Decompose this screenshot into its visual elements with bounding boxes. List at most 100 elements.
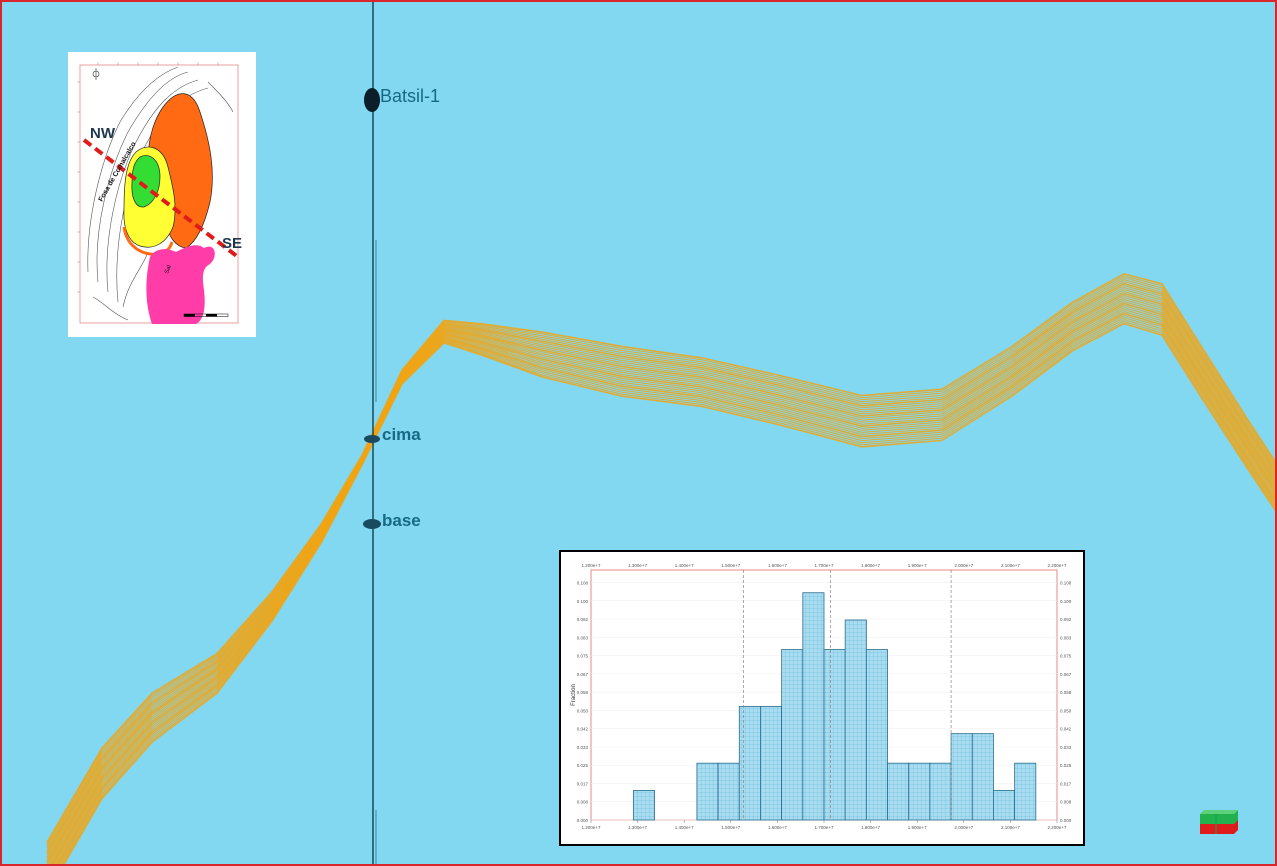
map-tick-marks [77,62,219,293]
histogram-bar [993,790,1016,821]
histogram-bar [908,762,931,821]
horizon-line [46,287,1275,857]
y-tick-label: 0.100 [577,599,589,604]
x-tick-label-top: 1.200e+7 [582,563,601,568]
histogram-bar [865,649,888,821]
y-tick-label: 0.083 [577,635,589,640]
histogram-bars [632,592,1037,821]
histogram-bar [738,705,761,821]
y-axis-label: Fraction [571,684,577,706]
x-tick-label-top: 2.200e+7 [1048,563,1067,568]
y-tick-label-right: 0.092 [1060,617,1072,622]
x-tick-label: 1.200e+7 [582,825,601,830]
y-tick-label-right: 0.008 [1060,800,1072,805]
histogram-bar [844,619,867,821]
x-tick-label: 2.000e+7 [954,825,973,830]
y-tick-label-right: 0.108 [1060,581,1072,586]
histogram-bar [971,733,994,821]
well-name-label: Batsil-1 [380,86,441,106]
y-tick-label-right: 0.067 [1060,672,1072,677]
well-head-marker[interactable] [364,88,380,112]
horizon-line [46,277,1275,847]
legend-cube-icon[interactable] [1198,808,1240,834]
cima-label: cima [382,425,421,444]
y-tick-label: 0.017 [577,781,589,786]
horizon-line [46,282,1275,854]
x-tick-label: 1.700e+7 [815,825,834,830]
cima-marker[interactable] [364,435,380,443]
zone-rim [122,226,174,256]
base-marker[interactable] [363,519,381,529]
histogram-bar [887,762,910,821]
y-tick-label: 0.008 [577,800,589,805]
horizon-line [50,300,1275,864]
section-line [82,138,240,259]
horizon-line [58,314,1275,864]
x-tick-label-top: 1.600e+7 [768,563,787,568]
x-tick-label-top: 1.500e+7 [721,563,740,568]
y-tick-label-right: 0.033 [1060,745,1072,750]
histogram-bar [632,790,655,821]
histogram-bar [823,649,846,821]
y-tick-label: 0.067 [577,672,589,677]
histogram-bar [950,733,973,821]
histogram-bar [696,762,719,821]
histogram-bar [929,762,952,821]
y-tick-label-right: 0.100 [1060,599,1072,604]
y-tick-label-right: 0.025 [1060,763,1072,768]
x-tick-label: 2.100e+7 [1001,825,1020,830]
location-map-drawing: NW SE Fosa de Comalcalco Sal [77,62,242,324]
scale-bar [183,313,229,317]
y-tick-label-right: 0.017 [1060,781,1072,786]
x-tick-label-top: 1.400e+7 [675,563,694,568]
horizon-line [54,306,1275,864]
se-label: SE [222,235,242,252]
x-tick-labels: 1.200e+7 1.200e+7 1.300e+7 1.300e+7 1.400e+7… [582,563,1067,830]
horizon-line [51,302,1275,864]
location-map: NW SE Fosa de Comalcalco Sal [68,52,256,337]
x-tick-label: 1.400e+7 [675,825,694,830]
horizon-line [52,304,1275,864]
horizon-bundle [46,272,1275,864]
y-tick-label: 0.050 [577,708,589,713]
y-tick-label: 0.075 [577,654,589,659]
y-tick-label: 0.025 [577,763,589,768]
horizon-line [46,281,1275,851]
horizon-line [46,292,1275,864]
y-tick-label: 0.108 [577,581,589,586]
x-tick-label-top: 1.900e+7 [908,563,927,568]
salt-label: Sal [164,264,173,274]
north-arrow [92,68,100,80]
y-tick-label-right: 0.075 [1060,654,1072,659]
horizon-line [61,318,1275,864]
x-tick-label-top: 2.100e+7 [1001,563,1020,568]
horizon-line [57,312,1275,864]
y-tick-label-right: 0.083 [1060,635,1072,640]
reference-lines [743,570,952,820]
histogram-bar [802,592,825,821]
base-label: base [382,511,421,530]
histogram-bar [760,705,783,821]
x-tick-label: 1.900e+7 [908,825,927,830]
horizon-line [48,296,1275,864]
horizon-line [56,310,1275,864]
x-tick-label: 1.600e+7 [768,825,787,830]
histogram-bar [781,649,804,821]
x-tick-label-top: 2.000e+7 [954,563,973,568]
y-tick-label: 0.092 [577,617,589,622]
y-tick-label-right: 0.058 [1060,690,1072,695]
x-tick-label-top: 1.300e+7 [628,563,647,568]
x-tick-label-top: 1.700e+7 [815,563,834,568]
y-tick-label-right: 0.000 [1060,818,1072,823]
y-tick-label-right: 0.042 [1060,727,1072,732]
salt-body [146,245,215,324]
horizon-line [46,294,1275,864]
x-tick-label: 1.800e+7 [861,825,880,830]
x-tick-label: 1.300e+7 [628,825,647,830]
histogram-bar [717,762,740,821]
x-tick-label-top: 1.800e+7 [861,563,880,568]
horizon-line [63,322,1275,864]
horizon-line [60,316,1275,864]
histogram-chart: 0.000 0.000 0.008 0.008 0.017 0.017 0.025 0.025… [571,563,1072,830]
